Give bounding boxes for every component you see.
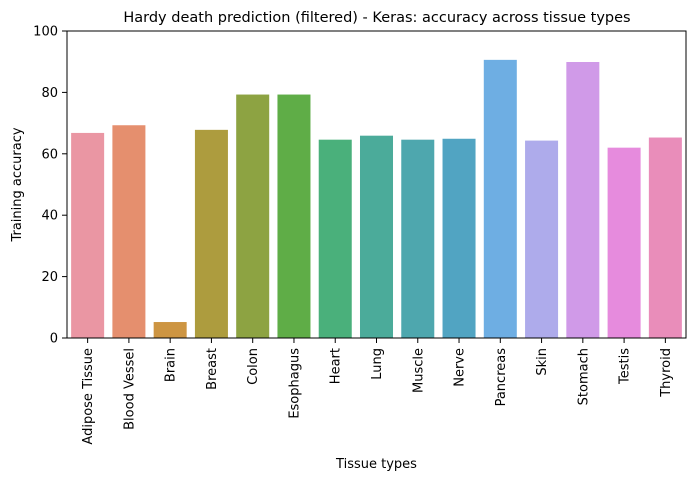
x-axis-label: Tissue types bbox=[335, 457, 417, 472]
plot-frame bbox=[66, 30, 687, 339]
bar-stomach bbox=[566, 62, 600, 339]
bars-group bbox=[71, 59, 682, 339]
x-tick-label: Stomach bbox=[576, 348, 591, 405]
x-tick-label: Testis bbox=[618, 348, 633, 385]
y-axis-ticks: 0 20 40 60 80 100 bbox=[33, 25, 67, 347]
bar-nerve bbox=[442, 138, 476, 338]
y-tick-label: 20 bbox=[41, 270, 58, 285]
x-tick-label: Heart bbox=[329, 348, 344, 384]
x-tick-label: Lung bbox=[370, 348, 385, 380]
y-tick-label: 60 bbox=[41, 147, 58, 162]
bar-breast bbox=[194, 129, 228, 338]
x-tick-label: Adipose Tissue bbox=[81, 348, 96, 445]
y-tick-label: 0 bbox=[50, 332, 58, 347]
y-tick-label: 100 bbox=[33, 25, 58, 40]
y-tick-label: 80 bbox=[41, 86, 58, 101]
bar-testis bbox=[607, 147, 641, 338]
bar-pancreas bbox=[483, 59, 517, 338]
x-tick-label: Blood Vessel bbox=[122, 348, 137, 430]
bar-esophagus bbox=[277, 94, 311, 338]
bar-colon bbox=[236, 94, 270, 338]
y-axis-label: Training accuracy bbox=[10, 127, 25, 242]
x-axis-ticks: Adipose Tissue Blood Vessel Brain Breast Col… bbox=[81, 338, 674, 445]
bar-heart bbox=[318, 139, 352, 338]
x-tick-label: Muscle bbox=[411, 348, 426, 393]
x-tick-label: Pancreas bbox=[494, 348, 509, 407]
bar-thyroid bbox=[648, 137, 682, 338]
bar-adipose-tissue bbox=[71, 132, 105, 338]
chart-title: Hardy death prediction (filtered) - Kera… bbox=[123, 10, 630, 26]
x-tick-label: Skin bbox=[535, 348, 550, 376]
x-tick-label: Colon bbox=[246, 348, 261, 385]
x-tick-label: Esophagus bbox=[287, 348, 302, 419]
bar-lung bbox=[359, 135, 394, 338]
bar-muscle bbox=[401, 139, 435, 338]
x-tick-label: Breast bbox=[205, 348, 220, 390]
bar-brain bbox=[153, 322, 187, 338]
x-tick-label: Nerve bbox=[453, 348, 468, 387]
bar-skin bbox=[525, 140, 559, 338]
x-tick-label: Thyroid bbox=[659, 348, 674, 398]
bar-blood-vessel bbox=[112, 125, 146, 339]
x-tick-label: Brain bbox=[164, 348, 179, 382]
y-tick-label: 40 bbox=[41, 209, 58, 224]
